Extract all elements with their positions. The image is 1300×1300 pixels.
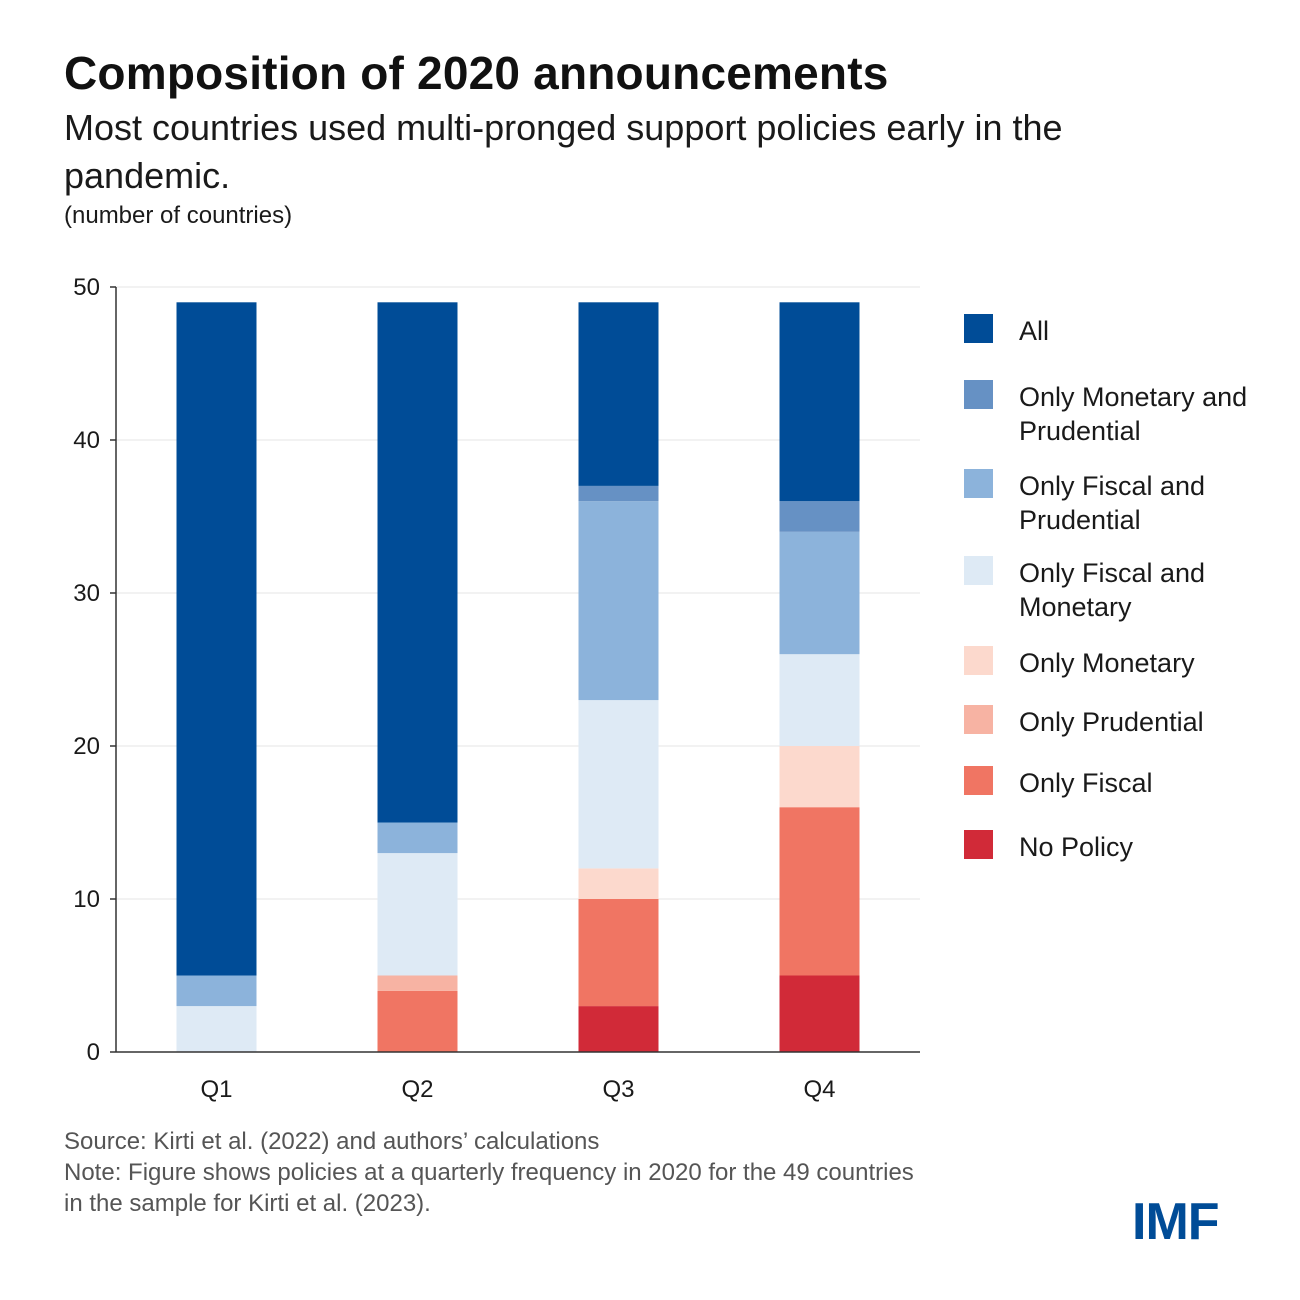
bar-segment-no-policy [578, 1006, 659, 1052]
legend-swatch [964, 556, 993, 585]
bar-segment-only-fiscal [578, 899, 659, 1007]
legend-label: Only Fiscal [1019, 768, 1153, 798]
legend-label: Only Fiscal and Prudential [1019, 471, 1206, 535]
bar-segment-only-fiscal-and-prudential [176, 975, 257, 1007]
x-tick-label: Q4 [803, 1076, 835, 1103]
bar-segment-only-prudential [377, 975, 458, 991]
legend-item-no-policy: No Policy [964, 830, 1284, 864]
legend-swatch [964, 380, 993, 409]
source-notes: Source: Kirti et al. (2022) and authors’… [64, 1126, 924, 1219]
y-tick-label: 40 [73, 427, 100, 454]
legend-item-only-fiscal-and-monetary: Only Fiscal and Monetary [964, 556, 1284, 624]
bar-stack-q3 [578, 302, 659, 1052]
bar-segment-only-fiscal-and-monetary [779, 654, 860, 746]
y-axis-unit-label: (number of countries) [64, 202, 293, 229]
bar-segment-only-fiscal-and-prudential [377, 822, 458, 854]
legend-label: Only Prudential [1019, 707, 1204, 737]
legend-swatch [964, 469, 993, 498]
bar-segment-only-monetary-and-prudential [578, 485, 659, 502]
x-tick-label: Q1 [200, 1076, 232, 1103]
legend-item-only-prudential: Only Prudential [964, 705, 1284, 739]
bar-segment-only-monetary [779, 746, 860, 808]
bar-segment-only-fiscal-and-prudential [779, 531, 860, 655]
y-tick-label: 50 [73, 274, 100, 301]
bar-stacks [176, 302, 860, 1052]
y-tick-label: 0 [87, 1039, 100, 1066]
bar-segment-only-fiscal-and-monetary [176, 1006, 257, 1052]
axes: 0 10 20 30 40 50 Q1 Q2 Q3 Q4 [73, 274, 920, 1103]
legend-label: No Policy [1019, 832, 1134, 862]
legend-label: All [1019, 316, 1050, 346]
y-tick-label: 10 [73, 886, 100, 913]
source-text: Source: Kirti et al. (2022) and authors’… [64, 1128, 600, 1155]
x-tick-label: Q2 [401, 1076, 433, 1103]
bar-stack-q4 [779, 302, 860, 1052]
legend-swatch [964, 705, 993, 734]
legend-item-all: All [964, 314, 1284, 348]
legend-swatch [964, 646, 993, 675]
bar-segment-only-fiscal [779, 807, 860, 976]
legend-label: Only Monetary [1019, 648, 1195, 678]
legend-item-only-monetary-and-prudential: Only Monetary and Prudential [964, 380, 1284, 448]
bar-stack-q2 [377, 302, 458, 1052]
y-tick-label: 30 [73, 580, 100, 607]
bar-segment-only-fiscal-and-prudential [578, 501, 659, 701]
legend-item-only-monetary: Only Monetary [964, 646, 1284, 680]
legend-item-only-fiscal: Only Fiscal [964, 766, 1284, 800]
legend-label: Only Fiscal and Monetary [1019, 558, 1206, 622]
bar-segment-all [779, 302, 860, 502]
legend-swatch [964, 766, 993, 795]
bar-segment-all [578, 302, 659, 486]
bar-segment-only-monetary-and-prudential [779, 501, 860, 532]
bar-stack-q1 [176, 302, 257, 1052]
note-text: Note: Figure shows policies at a quarter… [64, 1159, 914, 1217]
legend-label: Only Monetary and Prudential [1019, 382, 1248, 446]
bar-segment-only-fiscal-and-monetary [377, 853, 458, 976]
legend-swatch [964, 314, 993, 343]
chart-title: Composition of 2020 announcements [64, 47, 889, 99]
chart-subtitle: Most countries used multi-pronged suppor… [64, 107, 1063, 196]
bar-segment-all [176, 302, 257, 976]
bar-segment-no-policy [779, 975, 860, 1052]
bar-segment-only-fiscal [377, 990, 458, 1052]
bar-segment-all [377, 302, 458, 823]
bar-segment-only-fiscal-and-monetary [578, 700, 659, 869]
legend-swatch [964, 830, 993, 859]
bar-segment-only-monetary [578, 868, 659, 899]
legend-item-only-fiscal-and-prudential: Only Fiscal and Prudential [964, 469, 1284, 537]
x-tick-label: Q3 [602, 1076, 634, 1103]
imf-logo: IMF [1132, 1193, 1220, 1251]
y-tick-label: 20 [73, 733, 100, 760]
